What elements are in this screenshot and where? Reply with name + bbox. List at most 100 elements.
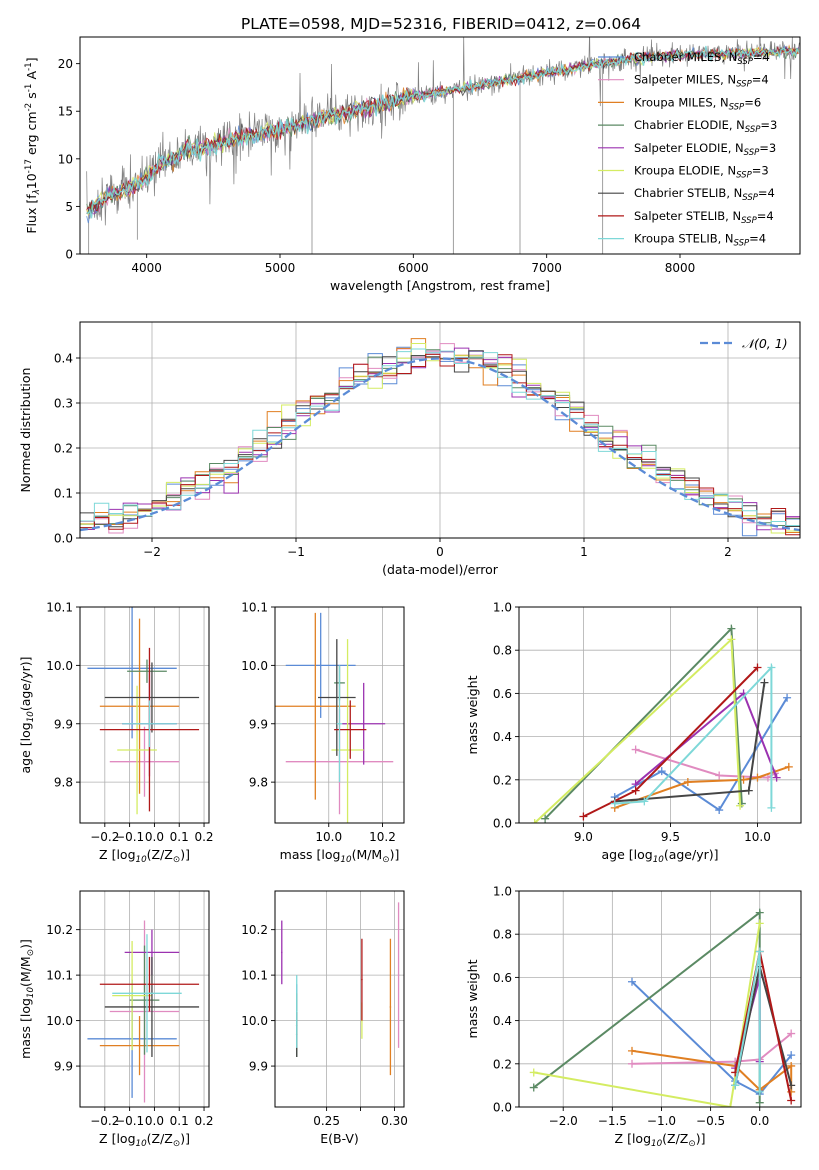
- ticks-weight-vs-Z: −2.0 −1.5 −1.0 −0.5 0.0 0.0 0.2 0.4 0.6 0.8 1.0: [493, 885, 769, 1129]
- x-tick-label: −1.0: [647, 1114, 676, 1128]
- ticks-mass-vs-ebv: 0.25 0.30 9.9 10.0 10.1 10.2: [241, 923, 408, 1128]
- weight-marker-6: [744, 786, 753, 795]
- point-5: [136, 749, 138, 751]
- plot-area-age-vs-Z: [87, 607, 200, 815]
- weight-marker-7: [753, 663, 762, 672]
- y-tick-label: 10: [58, 152, 73, 166]
- label-superscript: -1: [24, 62, 34, 71]
- label-run: Flux [f: [24, 194, 39, 234]
- point-3: [146, 670, 148, 673]
- x-tick-label: 0.2: [194, 1114, 213, 1128]
- legend-entry: Chabrier STELIB, NSSP=4: [634, 186, 775, 203]
- label-run: (data-model)/error: [382, 562, 499, 577]
- ticks-age-vs-Z: −0.2−0.1 0.0 0.1 0.2 9.8 9.9 10.0 10.1: [46, 601, 213, 845]
- weight-marker-3: [529, 1083, 538, 1092]
- x-tick-label: 10.2: [369, 830, 396, 844]
- legend-nssp-sub: SSP: [734, 239, 750, 249]
- residual-histogram-1: [80, 343, 800, 534]
- x-tick-label: 10.0: [744, 830, 771, 844]
- x-tick-label: 6000: [398, 261, 429, 275]
- residual-histogram-7: [80, 353, 800, 536]
- x-axis-label: mass [log10(M/M⊙)]: [280, 847, 400, 865]
- x-tick-label: −0.2: [90, 830, 119, 844]
- y-tick-label: 0.8: [493, 644, 512, 658]
- weight-marker-3: [727, 624, 736, 633]
- y-tick-label: 1.0: [493, 885, 512, 899]
- point-1: [397, 974, 400, 976]
- weight-marker-8: [767, 803, 776, 812]
- y-tick-label: 10.1: [241, 601, 268, 615]
- legend-model-name: Salpeter STELIB: [634, 209, 725, 223]
- legend-nssp-prefix: , N: [726, 186, 742, 200]
- weight-marker-8: [755, 1087, 764, 1096]
- model-fit-8: [86, 45, 800, 219]
- y-tick-label: 9.8: [249, 776, 268, 790]
- label-run: mass weight: [465, 675, 480, 754]
- legend-entry: Salpeter MILES, NSSP=4: [634, 73, 769, 90]
- weight-marker-3: [755, 1098, 764, 1107]
- y-tick-label: 10.0: [46, 1014, 73, 1028]
- y-tick-label: 10.2: [241, 923, 268, 937]
- label-superscript: -17: [24, 159, 34, 173]
- weight-series-5: [533, 923, 761, 1107]
- x-axis-label: Z [log10(Z/Z⊙)]: [99, 1131, 190, 1149]
- y-tick-label: 20: [58, 57, 73, 71]
- legend-entry: Salpeter ELODIE, NSSP=3: [634, 141, 776, 158]
- axes-frame: [518, 890, 802, 1108]
- legend-model-name: Kroupa MILES: [634, 95, 713, 109]
- y-axis-label: Flux [fλ10-17 erg cm-2 s-1 A-1]: [24, 57, 42, 233]
- panel-age-vs-Z: −0.2−0.1 0.0 0.1 0.29.89.910.010.1Z [log10(…: [18, 601, 214, 866]
- point-8: [295, 1010, 298, 1013]
- weight-series-1: [631, 1032, 792, 1065]
- y-tick-label: 0.8: [493, 928, 512, 942]
- point-2: [138, 705, 141, 708]
- y-tick-label: 10.1: [46, 969, 73, 983]
- figure-title: PLATE=0598, MJD=52316, FIBERID=0412, z=0…: [241, 15, 641, 33]
- weight-series-3: [533, 910, 761, 1103]
- label-subscript: 10: [136, 1139, 148, 1149]
- legend-model-name: Chabrier ELODIE: [634, 118, 729, 132]
- legend-nssp-value: =4: [749, 232, 766, 246]
- plot-area-weight-vs-age: [530, 624, 793, 823]
- ticks-age-vs-mass: 10.0 10.2 9.8 9.9 10.0 10.1: [241, 601, 396, 845]
- y-tick-label: 10.1: [241, 969, 268, 983]
- weight-series-7: [734, 951, 793, 1101]
- legend-nssp-value: =3: [759, 141, 776, 155]
- label-run: wavelength [Angstrom, rest frame]: [330, 278, 550, 293]
- legend-nssp-value: =4: [757, 209, 774, 223]
- point-2: [314, 705, 317, 708]
- weight-marker-5: [727, 635, 736, 644]
- y-tick-label: 10.0: [241, 1014, 268, 1028]
- legend-nssp-sub: SSP: [736, 171, 752, 181]
- legend-entry: Salpeter STELIB, NSSP=4: [634, 209, 774, 226]
- ticks-residuals: −2 −1 0 1 2 0.0 0.1 0.2 0.3 0.4: [54, 352, 732, 560]
- x-tick-label: 0: [436, 545, 444, 559]
- weight-marker-5: [726, 1103, 735, 1107]
- label-run: mass [log: [18, 998, 33, 1059]
- weight-marker-1: [715, 771, 724, 780]
- x-axis-label: wavelength [Angstrom, rest frame]: [330, 278, 550, 293]
- weight-marker-5: [736, 801, 745, 810]
- label-run: ]: [24, 57, 39, 62]
- y-axis-label: mass weight: [465, 959, 480, 1038]
- y-tick-label: 0.0: [54, 532, 73, 546]
- legend-nssp-value: =4: [752, 73, 769, 87]
- x-tick-label: 0.0: [145, 830, 164, 844]
- x-tick-label: 0.1: [170, 1114, 189, 1128]
- weight-marker-5: [529, 1068, 538, 1077]
- label-subscript: 10: [653, 855, 665, 865]
- x-tick-label: 0.0: [145, 1114, 164, 1128]
- y-tick-label: 0.4: [493, 1014, 512, 1028]
- weight-marker-2: [753, 773, 762, 782]
- label-run: (M/M: [352, 847, 383, 862]
- point-5: [131, 994, 133, 997]
- weight-series-5: [534, 637, 742, 823]
- legend-nssp-value: =4: [758, 186, 775, 200]
- label-run: Z [log: [615, 1131, 651, 1146]
- y-tick-label: 5: [65, 200, 73, 214]
- y-tick-label: 0: [65, 248, 73, 262]
- legend-entry: 𝒩(0, 1): [742, 336, 788, 351]
- label-run: s: [24, 92, 39, 103]
- legend-nssp-prefix: , N: [721, 50, 737, 64]
